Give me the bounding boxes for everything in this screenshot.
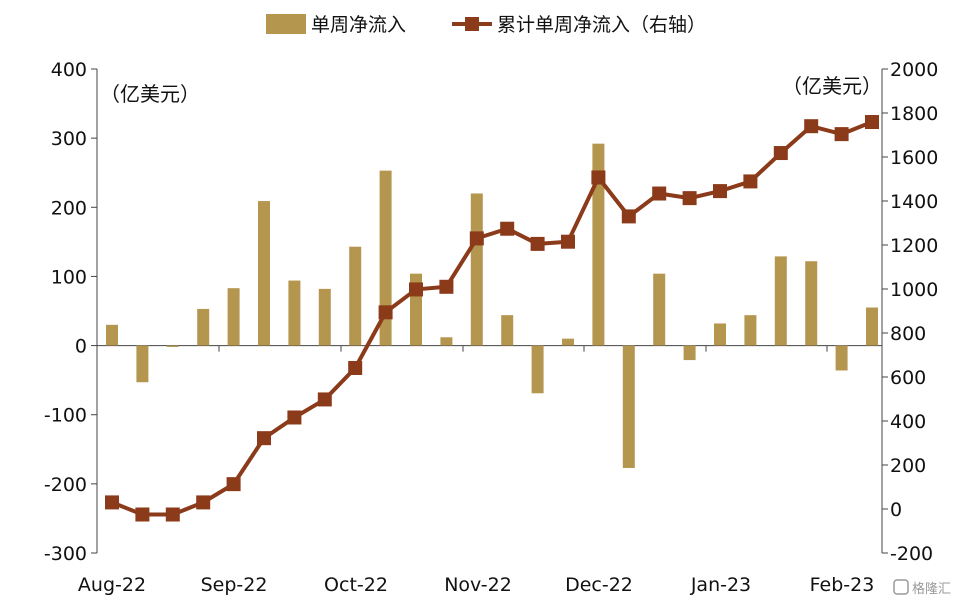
left-tick-label: 200 — [51, 197, 87, 219]
watermark-text: 格隆汇 — [912, 581, 951, 597]
bar — [774, 256, 787, 346]
right-tick-label: 1600 — [890, 147, 938, 169]
x-tick-label: Feb-23 — [810, 574, 875, 596]
x-tick-label: Jan-23 — [690, 574, 751, 596]
right-tick-label: 1200 — [890, 235, 938, 257]
line-point — [500, 221, 515, 236]
right-unit-label: （亿美元） — [782, 74, 882, 98]
bar-series — [106, 143, 878, 468]
bar — [683, 345, 696, 361]
right-tick-label: 1400 — [890, 191, 938, 213]
x-tick-label: Oct-22 — [324, 574, 388, 596]
bar — [562, 338, 574, 346]
right-tick-label: 600 — [890, 367, 926, 389]
right-tick-label: 200 — [890, 455, 926, 477]
tick-labels: 4003002001000-100-200-300200018001600140… — [44, 59, 938, 596]
line-point — [743, 174, 758, 189]
x-tick-label: Sep-22 — [201, 574, 268, 596]
bar — [531, 345, 544, 394]
line-point — [561, 234, 575, 249]
right-tick-label: 2000 — [890, 59, 938, 81]
right-tick-label: 800 — [890, 323, 926, 345]
bar — [622, 345, 635, 468]
line-point — [165, 507, 180, 522]
x-tick-label: Aug-22 — [78, 574, 146, 596]
line-point — [713, 184, 727, 199]
bar — [744, 315, 757, 346]
bar — [866, 307, 878, 346]
bar — [288, 280, 301, 346]
bar — [592, 143, 605, 346]
bar — [440, 337, 453, 346]
bar — [136, 345, 149, 383]
line-point — [105, 495, 119, 510]
line-point — [652, 186, 667, 201]
line-point — [196, 495, 211, 510]
line-point — [469, 231, 484, 246]
line-point — [682, 191, 697, 206]
bar — [501, 315, 514, 346]
legend-bar-swatch — [266, 14, 306, 34]
left-tick-label: 400 — [51, 59, 87, 81]
bar — [258, 201, 270, 346]
line-point — [804, 119, 819, 134]
bar — [805, 261, 818, 346]
x-tick-label: Nov-22 — [444, 574, 512, 596]
line-point — [257, 431, 271, 446]
line-point — [378, 305, 393, 320]
axes — [91, 68, 888, 554]
right-tick-label: -200 — [890, 543, 933, 565]
legend: 单周净流入 累计单周净流入（右轴） — [266, 14, 706, 36]
cumulative-line — [111, 120, 873, 517]
line-point — [530, 236, 545, 251]
line-point — [591, 170, 606, 185]
watermark: 格隆汇 — [893, 579, 951, 597]
line-point — [439, 279, 454, 294]
bar — [653, 273, 666, 346]
line-point — [317, 392, 332, 407]
line-point — [834, 127, 849, 142]
right-tick-label: 1000 — [890, 279, 938, 301]
x-tick-label: Dec-22 — [565, 574, 633, 596]
legend-line-marker — [465, 17, 479, 31]
right-tick-label: 0 — [890, 499, 902, 521]
line-point — [135, 507, 150, 522]
bar — [197, 308, 210, 346]
line-point — [621, 209, 636, 224]
bar — [227, 288, 240, 346]
bar — [470, 193, 483, 346]
bar — [349, 246, 362, 346]
line-point — [287, 410, 302, 425]
left-tick-label: 300 — [51, 128, 87, 150]
watermark-logo-icon — [893, 579, 909, 595]
bar — [166, 345, 179, 347]
line-point — [348, 360, 363, 375]
line-point — [773, 146, 788, 161]
right-tick-label: 1800 — [890, 103, 938, 125]
left-tick-label: -300 — [44, 543, 87, 565]
left-tick-label: -200 — [44, 474, 87, 496]
left-tick-label: -100 — [44, 405, 87, 427]
bar — [835, 345, 848, 371]
line-point — [409, 282, 423, 297]
bar — [106, 324, 118, 346]
line-point — [226, 477, 241, 492]
legend-line-label: 累计单周净流入（右轴） — [497, 14, 706, 36]
line-series — [105, 115, 879, 522]
bar — [379, 170, 392, 346]
bar — [714, 323, 726, 346]
legend-bar-label: 单周净流入 — [311, 14, 406, 36]
line-point — [865, 115, 879, 130]
left-unit-label: （亿美元） — [100, 82, 200, 106]
left-tick-label: 0 — [75, 336, 87, 358]
bar — [318, 288, 331, 346]
right-tick-label: 400 — [890, 411, 926, 433]
left-tick-label: 100 — [51, 266, 87, 288]
